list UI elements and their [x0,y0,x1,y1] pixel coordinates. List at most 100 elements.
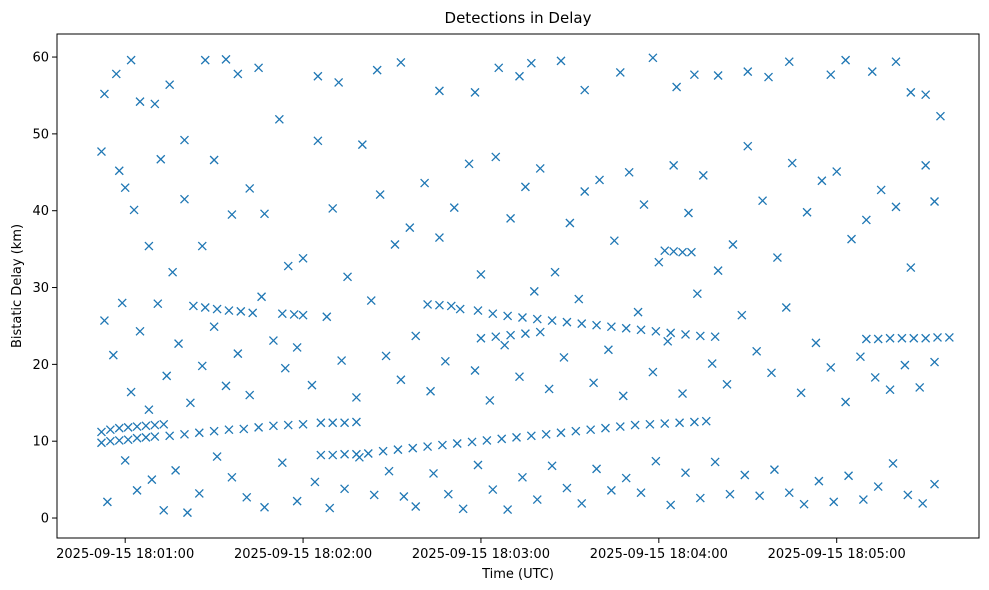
data-point-marker [434,86,444,96]
data-point-marker [310,477,320,487]
data-point-marker [147,475,157,485]
data-point-marker [814,476,824,486]
data-point-marker [260,209,269,219]
data-point-marker [328,418,338,428]
data-point-marker [162,371,172,381]
data-point-marker [283,261,293,271]
data-point-marker [906,263,916,273]
data-point-marker [743,67,753,77]
data-point-marker [180,429,189,439]
data-point-marker [260,502,269,512]
data-point-marker [381,351,391,361]
data-point-marker [497,434,507,444]
data-point-marker [366,296,376,306]
data-point-marker [669,246,679,256]
data-point-marker [209,426,219,436]
data-point-marker [858,495,868,505]
data-point-marker [603,345,613,355]
data-point-marker [488,485,498,495]
data-point-marker [876,185,886,195]
data-point-marker [675,418,685,428]
data-point-marker [108,350,118,360]
data-points [97,53,954,518]
data-point-marker [909,333,919,343]
data-point-marker [526,431,536,441]
data-point-marker [239,424,249,434]
data-point-marker [755,491,765,501]
data-point-marker [689,70,699,80]
data-point-marker [870,372,880,382]
data-point-marker [532,314,542,324]
data-point-marker [535,163,545,173]
data-point-marker [861,215,871,225]
data-point-marker [900,360,910,370]
data-point-marker [615,422,625,432]
data-point-marker [144,241,154,251]
data-point-marker [242,492,252,502]
data-point-marker [375,190,385,200]
data-point-marker [165,80,175,90]
data-point-marker [847,234,856,244]
data-point-marker [384,466,394,476]
data-point-marker [526,58,536,68]
data-point-marker [476,333,486,343]
data-point-marker [171,465,181,475]
data-point-marker [369,490,379,500]
data-point-marker [485,396,495,405]
y-tick-label: 20 [32,358,49,373]
data-point-marker [615,67,625,77]
data-point-marker [97,427,106,437]
data-point-marker [740,470,750,480]
data-point-marker [710,457,720,467]
data-point-marker [743,141,753,151]
y-tick-label: 40 [32,204,49,219]
data-point-marker [429,469,438,478]
data-point-marker [515,71,524,81]
data-point-marker [277,458,287,468]
data-point-marker [826,362,836,372]
data-point-marker [411,502,421,511]
data-point-marker [728,240,738,249]
data-point-marker [165,431,175,441]
data-point-marker [458,504,468,514]
x-axis-ticks: 2025-09-15 18:01:00 2025-09-15 18:02:00 20… [56,538,906,562]
data-point-marker [316,418,326,428]
data-point-marker [725,489,735,499]
data-point-marker [686,247,696,257]
data-point-marker [769,465,779,475]
data-point-marker [488,309,498,319]
data-point-marker [556,428,566,438]
data-point-marker [841,55,851,65]
x-axis-label: Time (UTC) [481,567,554,582]
data-point-marker [135,326,145,336]
data-point-marker [141,421,151,431]
data-point-marker [351,417,361,427]
data-point-marker [784,488,794,498]
data-point-marker [185,398,195,408]
data-point-marker [891,57,901,67]
data-point-marker [600,423,610,433]
y-tick-label: 50 [32,127,49,142]
data-point-marker [227,210,237,220]
y-axis-ticks: 0 10 20 30 40 50 60 [32,51,57,527]
data-point-marker [399,492,409,501]
data-point-marker [313,136,323,146]
data-point-marker [411,331,421,341]
data-point-marker [654,257,664,267]
data-point-marker [440,356,450,366]
data-point-marker [209,322,219,332]
data-point-marker [737,310,747,320]
data-point-marker [520,182,530,192]
data-point-marker [689,417,699,427]
data-point-marker [921,160,931,170]
data-point-marker [298,253,308,263]
data-point-marker [621,473,631,483]
data-point-marker [681,468,690,478]
chart-title: Detections in Delay [445,9,592,27]
data-point-marker [188,301,198,311]
data-point-marker [544,384,554,394]
data-point-marker [930,197,939,206]
data-point-marker [117,298,127,308]
